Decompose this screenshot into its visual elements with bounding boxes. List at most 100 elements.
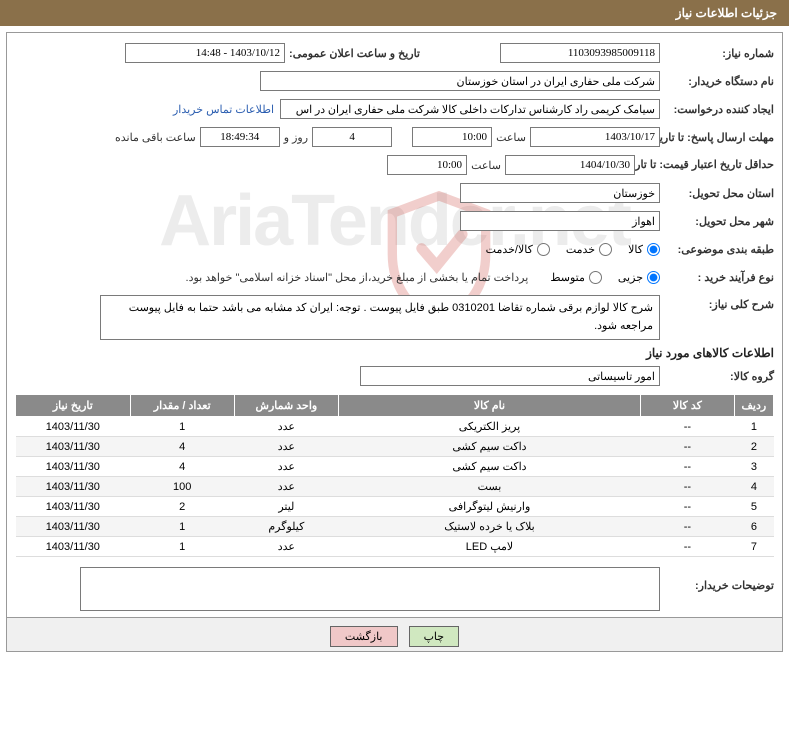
row-req-number: شماره نیاز: تاریخ و ساعت اعلان عمومی: bbox=[15, 41, 774, 65]
label-province: استان محل تحویل: bbox=[664, 187, 774, 200]
label-announce-date: تاریخ و ساعت اعلان عمومی: bbox=[289, 47, 420, 60]
cell-qty: 1 bbox=[130, 417, 234, 437]
cell-qty: 100 bbox=[130, 477, 234, 497]
cell-qty: 1 bbox=[130, 537, 234, 557]
general-desc-box: شرح کالا لوازم برقی شماره تقاضا 0310201 … bbox=[100, 295, 660, 340]
input-city[interactable] bbox=[460, 211, 660, 231]
label-hour-2: ساعت bbox=[471, 159, 501, 172]
label-validity: حداقل تاریخ اعتبار قیمت: تا تاریخ: bbox=[639, 158, 774, 172]
cell-n: 3 bbox=[734, 457, 773, 477]
table-row: 4--بستعدد1001403/11/30 bbox=[16, 477, 774, 497]
th-code: کد کالا bbox=[641, 395, 735, 417]
input-buyer-org[interactable] bbox=[260, 71, 660, 91]
cell-date: 1403/11/30 bbox=[16, 537, 131, 557]
cell-name: داکت سیم کشی bbox=[338, 457, 640, 477]
label-city: شهر محل تحویل: bbox=[664, 215, 774, 228]
link-buyer-contact[interactable]: اطلاعات تماس خریدار bbox=[173, 103, 274, 116]
label-days: روز و bbox=[284, 131, 308, 144]
label-buyer-org: نام دستگاه خریدار: bbox=[664, 75, 774, 88]
th-unit: واحد شمارش bbox=[234, 395, 338, 417]
row-buyer-org: نام دستگاه خریدار: bbox=[15, 69, 774, 93]
table-row: 2--داکت سیم کشیعدد41403/11/30 bbox=[16, 437, 774, 457]
cell-n: 5 bbox=[734, 497, 773, 517]
page-header: جزئیات اطلاعات نیاز bbox=[0, 0, 789, 26]
cell-qty: 2 bbox=[130, 497, 234, 517]
table-row: 1--پریز الکتریکیعدد11403/11/30 bbox=[16, 417, 774, 437]
form-container: شماره نیاز: تاریخ و ساعت اعلان عمومی: نا… bbox=[6, 32, 783, 652]
page-title: جزئیات اطلاعات نیاز bbox=[676, 6, 777, 20]
cell-code: -- bbox=[641, 457, 735, 477]
radio-minor[interactable] bbox=[647, 271, 660, 284]
cell-code: -- bbox=[641, 477, 735, 497]
back-button[interactable]: بازگشت bbox=[330, 626, 398, 647]
cell-code: -- bbox=[641, 417, 735, 437]
input-deadline-date[interactable] bbox=[530, 127, 660, 147]
radio-goods[interactable] bbox=[647, 243, 660, 256]
cell-unit: عدد bbox=[234, 437, 338, 457]
textarea-buyer-notes[interactable] bbox=[80, 567, 660, 611]
radio-service[interactable] bbox=[599, 243, 612, 256]
radio-group-category: کالا خدمت کالا/خدمت bbox=[474, 243, 660, 256]
radio-medium-label: متوسط bbox=[550, 271, 585, 284]
label-general-desc: شرح کلی نیاز: bbox=[664, 295, 774, 311]
row-buyer-notes: توضیحات خریدار: bbox=[15, 567, 774, 611]
row-goods-group: گروه کالا: bbox=[15, 364, 774, 388]
cell-unit: عدد bbox=[234, 477, 338, 497]
cell-date: 1403/11/30 bbox=[16, 457, 131, 477]
row-province: استان محل تحویل: bbox=[15, 181, 774, 205]
cell-date: 1403/11/30 bbox=[16, 517, 131, 537]
cell-name: داکت سیم کشی bbox=[338, 437, 640, 457]
cell-unit: عدد bbox=[234, 537, 338, 557]
input-validity-date[interactable] bbox=[505, 155, 635, 175]
radio-minor-label: جزیی bbox=[618, 271, 643, 284]
radio-medium[interactable] bbox=[589, 271, 602, 284]
label-requester: ایجاد کننده درخواست: bbox=[664, 103, 774, 116]
cell-qty: 1 bbox=[130, 517, 234, 537]
cell-n: 4 bbox=[734, 477, 773, 497]
label-req-number: شماره نیاز: bbox=[664, 47, 774, 60]
cell-unit: لیتر bbox=[234, 497, 338, 517]
row-requester: ایجاد کننده درخواست: اطلاعات تماس خریدار bbox=[15, 97, 774, 121]
goods-table: ردیف کد کالا نام کالا واحد شمارش تعداد /… bbox=[15, 394, 774, 557]
th-name: نام کالا bbox=[338, 395, 640, 417]
section-goods-title: اطلاعات کالاهای مورد نیاز bbox=[15, 346, 774, 360]
radio-group-process: جزیی متوسط bbox=[538, 271, 660, 284]
th-row: ردیف bbox=[734, 395, 773, 417]
input-validity-time[interactable] bbox=[387, 155, 467, 175]
input-time-remaining[interactable] bbox=[200, 127, 280, 147]
input-deadline-time[interactable] bbox=[412, 127, 492, 147]
radio-both[interactable] bbox=[537, 243, 550, 256]
input-announce-date[interactable] bbox=[125, 43, 285, 63]
input-days-remaining[interactable] bbox=[312, 127, 392, 147]
label-buyer-notes: توضیحات خریدار: bbox=[664, 567, 774, 592]
cell-unit: عدد bbox=[234, 457, 338, 477]
cell-n: 2 bbox=[734, 437, 773, 457]
table-row: 5--وارنیش لیتوگرافیلیتر21403/11/30 bbox=[16, 497, 774, 517]
th-qty: تعداد / مقدار bbox=[130, 395, 234, 417]
radio-both-label: کالا/خدمت bbox=[486, 243, 533, 256]
row-validity: حداقل تاریخ اعتبار قیمت: تا تاریخ: ساعت bbox=[15, 153, 774, 177]
input-requester[interactable] bbox=[280, 99, 660, 119]
cell-name: وارنیش لیتوگرافی bbox=[338, 497, 640, 517]
cell-date: 1403/11/30 bbox=[16, 477, 131, 497]
label-remaining: ساعت باقی مانده bbox=[115, 131, 196, 144]
table-row: 6--بلاک یا خرده لاستیککیلوگرم11403/11/30 bbox=[16, 517, 774, 537]
input-goods-group[interactable] bbox=[360, 366, 660, 386]
label-hour-1: ساعت bbox=[496, 131, 526, 144]
print-button[interactable]: چاپ bbox=[409, 626, 460, 647]
input-req-number[interactable] bbox=[500, 43, 660, 63]
cell-unit: عدد bbox=[234, 417, 338, 437]
input-province[interactable] bbox=[460, 183, 660, 203]
label-process-type: نوع فرآیند خرید : bbox=[664, 271, 774, 284]
cell-n: 7 bbox=[734, 537, 773, 557]
label-goods-group: گروه کالا: bbox=[664, 370, 774, 383]
cell-date: 1403/11/30 bbox=[16, 437, 131, 457]
label-category: طبقه بندی موضوعی: bbox=[664, 243, 774, 256]
cell-name: بلاک یا خرده لاستیک bbox=[338, 517, 640, 537]
cell-name: بست bbox=[338, 477, 640, 497]
payment-note: پرداخت تمام یا بخشی از مبلغ خرید،از محل … bbox=[186, 271, 529, 284]
cell-code: -- bbox=[641, 437, 735, 457]
row-deadline: مهلت ارسال پاسخ: تا تاریخ: ساعت روز و سا… bbox=[15, 125, 774, 149]
radio-goods-label: کالا bbox=[628, 243, 643, 256]
cell-code: -- bbox=[641, 517, 735, 537]
